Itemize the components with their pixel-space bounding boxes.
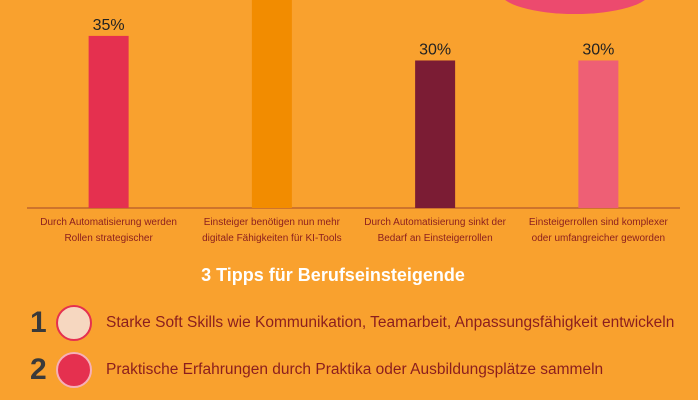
- bar: [578, 60, 619, 208]
- x-tick-label: Einsteiger benötigen nun mehr digitale F…: [202, 217, 342, 244]
- tips-title: 3 Tipps für Berufseinsteigende: [201, 265, 465, 285]
- tip: 1 Starke Soft Skills wie Kommunikation, …: [30, 305, 674, 341]
- value-label: 30%: [582, 41, 614, 58]
- tip-number: 1: [30, 306, 47, 339]
- bar: [88, 35, 129, 208]
- value-label: 30%: [419, 41, 451, 58]
- tip-text: Starke Soft Skills wie Kommunikation, Te…: [106, 314, 675, 331]
- decoration: [505, 0, 645, 14]
- tip-number: 2: [30, 353, 47, 386]
- bar: [415, 60, 456, 208]
- x-tick-label: Durch Automatisierung werden Rollen stra…: [40, 217, 177, 244]
- tip-text: Praktische Erfahrungen durch Praktika od…: [106, 361, 604, 378]
- x-tick-label: Durch Automatisierung sinkt der Bedarf a…: [364, 217, 506, 244]
- value-label: 35%: [93, 17, 125, 34]
- tip-icon: [56, 352, 92, 388]
- bar: [251, 0, 292, 208]
- x-tick-label: Einsteigerrollen sind komplexer oder umf…: [528, 217, 668, 244]
- tip-icon: [56, 305, 92, 341]
- tip: 2 Praktische Erfahrungen durch Praktika …: [30, 352, 603, 388]
